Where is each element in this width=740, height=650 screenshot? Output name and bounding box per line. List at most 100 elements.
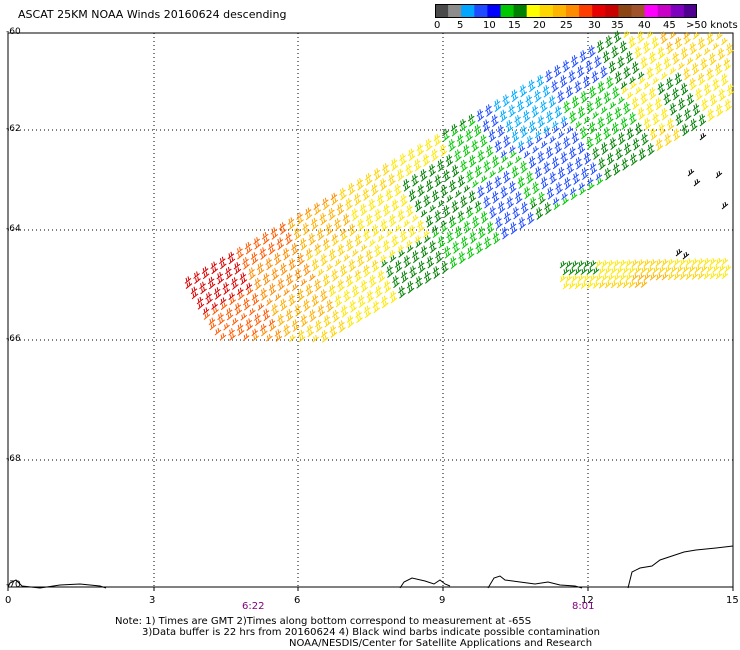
wind-barb [569, 146, 576, 155]
wind-barb [323, 243, 331, 252]
wind-barb [628, 266, 636, 275]
wind-barb [686, 57, 694, 65]
wind-barb [219, 333, 227, 341]
wind-barb [607, 81, 614, 89]
wind-barb [319, 212, 327, 221]
wind-barb [432, 266, 440, 274]
wind-barb [534, 130, 542, 139]
wind-barb [526, 212, 534, 220]
wind-barb [455, 231, 463, 239]
colorbar-label: 30 [588, 20, 601, 31]
wind-barb [266, 334, 273, 342]
wind-barb [560, 80, 568, 88]
wind-barb [537, 79, 545, 88]
wind-barb [536, 212, 544, 220]
wind-barb [317, 268, 325, 277]
wind-barb [616, 152, 623, 161]
wind-barb [580, 267, 588, 276]
wind-barb [571, 60, 579, 68]
wind-barb [320, 330, 328, 338]
wind-barb [237, 328, 245, 336]
wind-barb [346, 315, 354, 323]
wind-barb [417, 260, 425, 269]
time-label-0622: 6:22 [242, 601, 265, 612]
wind-barb [501, 191, 508, 199]
wind-barb [276, 237, 284, 245]
wind-barb [683, 31, 690, 40]
wind-barb [715, 68, 723, 76]
wind-barb [701, 62, 708, 71]
wind-barb [237, 287, 244, 296]
wind-barb [237, 251, 244, 260]
wind-barb [384, 285, 392, 294]
wind-barb [332, 309, 339, 318]
wind-barb [459, 118, 466, 127]
wind-barb [380, 254, 387, 263]
wind-barb [202, 307, 210, 315]
wind-barb [480, 175, 488, 183]
wind-barb [457, 210, 465, 219]
wind-barb [303, 227, 310, 236]
wind-barb [690, 83, 697, 91]
wind-barb [312, 263, 320, 272]
wind-barb [308, 309, 316, 317]
wind-barb [339, 264, 347, 272]
wind-barb [311, 294, 319, 302]
wind-barb [455, 154, 462, 163]
wind-barb [418, 225, 425, 233]
wind-barb [463, 220, 471, 229]
wind-barb [566, 126, 574, 134]
wind-barb [225, 266, 232, 275]
wind-barb [633, 142, 641, 151]
wind-barb [684, 37, 691, 45]
wind-barb [567, 167, 575, 175]
wind-barb [610, 266, 618, 275]
wind-barb [389, 178, 396, 187]
wind-barb [667, 123, 675, 131]
wind-barb [610, 280, 618, 289]
wind-barb [595, 172, 603, 181]
wind-barb [570, 151, 577, 160]
wind-barb [589, 126, 597, 135]
wind-barb [280, 303, 288, 312]
wind-barb [388, 173, 395, 182]
wind-barb [528, 156, 536, 164]
wind-barb [659, 128, 666, 136]
wind-barb [667, 46, 674, 55]
wind-barb [586, 101, 593, 109]
wind-barb [346, 238, 353, 247]
wind-barb [315, 248, 322, 256]
wind-barb [417, 184, 424, 192]
wind-barb [642, 138, 649, 146]
wind-barb [500, 186, 507, 194]
wind-barb [719, 93, 726, 102]
wind-barb [682, 251, 690, 260]
wind-barb [509, 145, 516, 153]
wind-barb [641, 97, 648, 105]
wind-barb [366, 290, 374, 298]
wind-barb [620, 81, 628, 90]
wind-barb [249, 308, 256, 316]
wind-barb [707, 37, 715, 46]
wind-barb [577, 70, 585, 79]
wind-barb [612, 127, 620, 135]
wind-barb [630, 117, 637, 125]
colorbar-label: >50 knots [686, 20, 738, 31]
wind-barb [593, 152, 600, 160]
colorbar-label: 5 [457, 20, 464, 31]
wind-barb [647, 143, 654, 151]
wind-barb [595, 101, 603, 109]
wind-barb [519, 84, 527, 93]
wind-barb [348, 188, 356, 196]
wind-barb [440, 220, 447, 228]
wind-barb [492, 119, 499, 128]
wind-barb [417, 148, 425, 157]
wind-barb [667, 272, 675, 281]
wind-barb [267, 242, 275, 250]
colorbar-swatch [513, 4, 528, 18]
wind-barb [256, 262, 264, 271]
wind-barb [563, 100, 570, 109]
wind-barb [397, 173, 405, 182]
wind-barb [330, 192, 338, 201]
wind-barb [537, 151, 544, 159]
